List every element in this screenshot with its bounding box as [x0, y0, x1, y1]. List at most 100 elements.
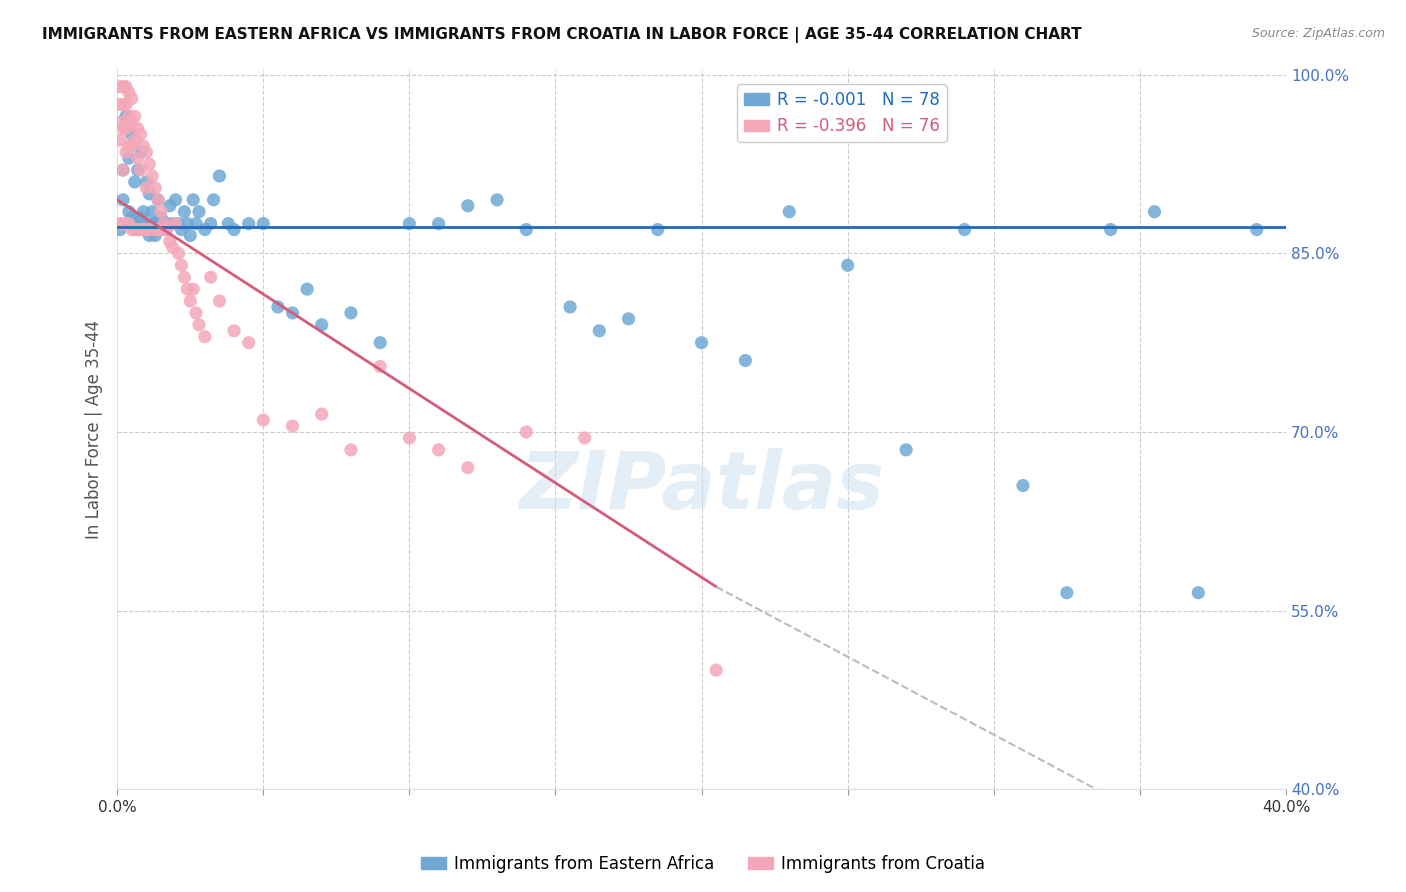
Point — [115, 145, 138, 160]
Point — [118, 86, 141, 100]
Point — [894, 442, 917, 457]
Point — [115, 97, 138, 112]
Point — [179, 228, 201, 243]
Point — [121, 92, 143, 106]
Point — [108, 133, 131, 147]
Point — [222, 222, 245, 236]
Point — [118, 217, 141, 231]
Point — [115, 79, 138, 94]
Point — [129, 163, 152, 178]
Point — [143, 181, 166, 195]
Point — [200, 217, 222, 231]
Point — [1246, 222, 1268, 236]
Point — [143, 228, 166, 243]
Point — [141, 204, 163, 219]
Point — [135, 222, 157, 236]
Point — [617, 311, 640, 326]
Point — [208, 293, 231, 308]
Point — [141, 222, 163, 236]
Point — [647, 222, 669, 236]
Point — [112, 163, 135, 178]
Point — [170, 258, 193, 272]
Point — [129, 211, 152, 225]
Point — [1099, 222, 1122, 236]
Point — [121, 128, 143, 142]
Point — [368, 335, 391, 350]
Point — [138, 157, 160, 171]
Point — [129, 128, 152, 142]
Point — [108, 97, 131, 112]
Point — [222, 324, 245, 338]
Point — [121, 115, 143, 129]
Point — [167, 217, 190, 231]
Point — [112, 163, 135, 178]
Point — [124, 110, 146, 124]
Point — [457, 460, 479, 475]
Point — [146, 222, 169, 236]
Point — [150, 211, 173, 225]
Point — [170, 222, 193, 236]
Point — [173, 204, 195, 219]
Point — [200, 270, 222, 285]
Point — [953, 222, 976, 236]
Point — [156, 222, 179, 236]
Text: ZIPatlas: ZIPatlas — [519, 448, 884, 525]
Point — [184, 306, 207, 320]
Point — [167, 246, 190, 260]
Point — [127, 151, 149, 165]
Text: IMMIGRANTS FROM EASTERN AFRICA VS IMMIGRANTS FROM CROATIA IN LABOR FORCE | AGE 3: IMMIGRANTS FROM EASTERN AFRICA VS IMMIGR… — [42, 27, 1081, 43]
Point — [558, 300, 581, 314]
Point — [427, 442, 450, 457]
Point — [146, 193, 169, 207]
Point — [124, 211, 146, 225]
Point — [121, 222, 143, 236]
Point — [112, 121, 135, 136]
Point — [202, 193, 225, 207]
Point — [124, 222, 146, 236]
Point — [311, 407, 333, 421]
Point — [340, 442, 363, 457]
Point — [138, 186, 160, 201]
Point — [398, 217, 420, 231]
Point — [837, 258, 859, 272]
Point — [118, 139, 141, 153]
Point — [115, 217, 138, 231]
Point — [143, 217, 166, 231]
Point — [238, 217, 260, 231]
Point — [138, 228, 160, 243]
Point — [132, 204, 155, 219]
Point — [135, 181, 157, 195]
Point — [281, 306, 304, 320]
Point — [267, 300, 290, 314]
Point — [165, 217, 187, 231]
Point — [165, 193, 187, 207]
Point — [690, 335, 713, 350]
Point — [281, 419, 304, 434]
Point — [108, 115, 131, 129]
Point — [1056, 585, 1078, 599]
Point — [1012, 478, 1035, 492]
Point — [108, 79, 131, 94]
Point — [252, 413, 274, 427]
Point — [112, 79, 135, 94]
Point — [778, 204, 800, 219]
Point — [734, 353, 756, 368]
Point — [181, 193, 204, 207]
Point — [141, 169, 163, 183]
Text: Source: ZipAtlas.com: Source: ZipAtlas.com — [1251, 27, 1385, 40]
Point — [112, 193, 135, 207]
Point — [121, 139, 143, 153]
Point — [150, 204, 173, 219]
Point — [515, 425, 537, 439]
Point — [238, 335, 260, 350]
Point — [124, 175, 146, 189]
Point — [132, 222, 155, 236]
Point — [129, 222, 152, 236]
Point — [311, 318, 333, 332]
Legend: R = -0.001   N = 78, R = -0.396   N = 76: R = -0.001 N = 78, R = -0.396 N = 76 — [737, 85, 946, 142]
Point — [184, 217, 207, 231]
Point — [486, 193, 509, 207]
Point — [194, 329, 217, 343]
Point — [188, 204, 211, 219]
Point — [112, 217, 135, 231]
